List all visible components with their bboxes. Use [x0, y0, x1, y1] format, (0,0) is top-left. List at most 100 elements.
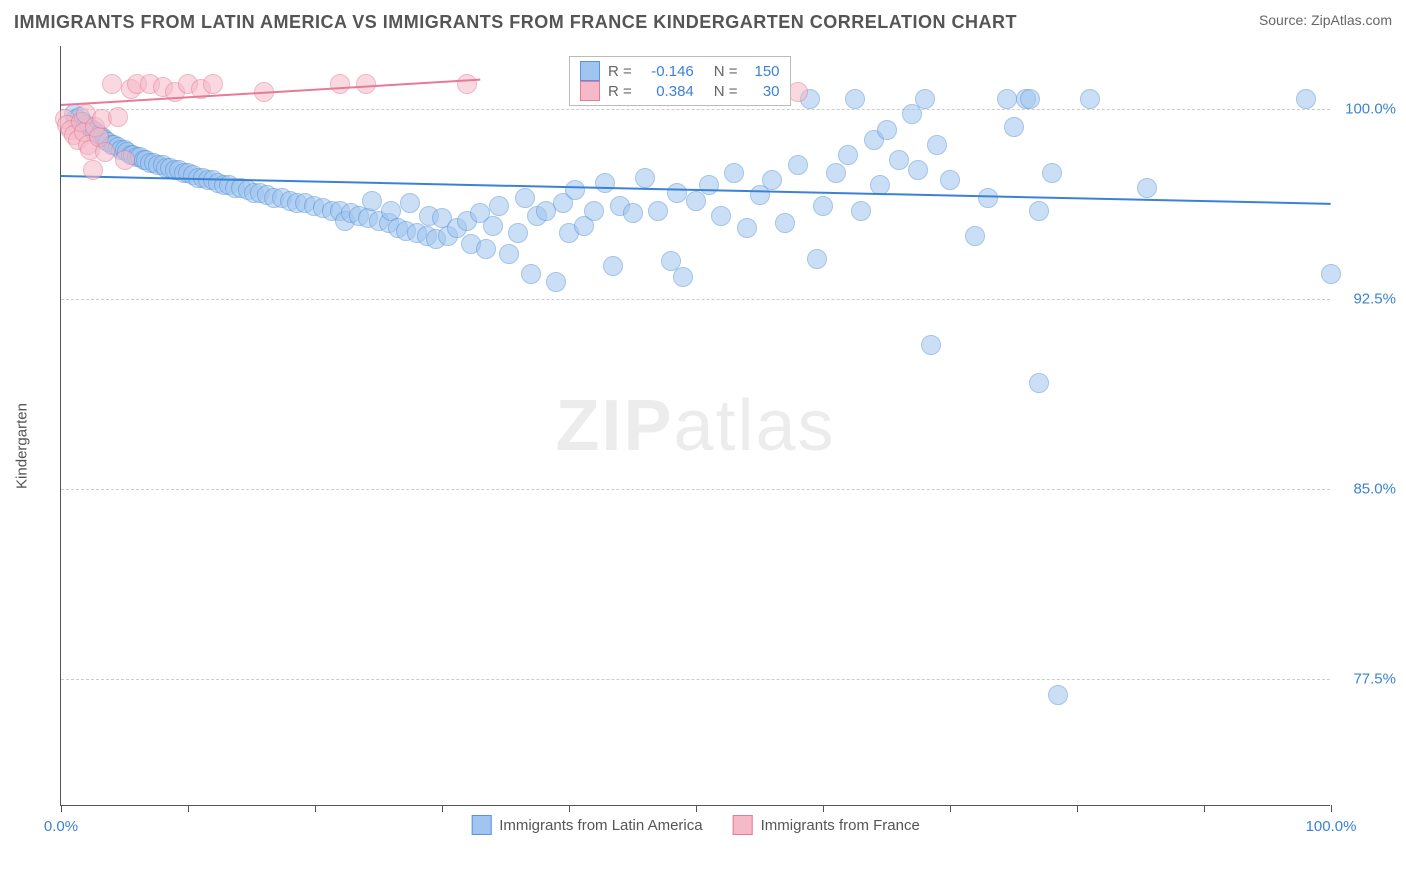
legend-r-value: 0.384	[640, 83, 694, 100]
data-point	[499, 244, 519, 264]
data-point	[648, 201, 668, 221]
legend-n-value: 150	[746, 63, 780, 80]
data-point	[515, 188, 535, 208]
data-point	[457, 74, 477, 94]
legend-series-label: Immigrants from Latin America	[499, 817, 702, 834]
data-point	[546, 272, 566, 292]
data-point	[737, 218, 757, 238]
legend-row: R = -0.146 N = 150	[580, 61, 780, 81]
x-tick	[1331, 805, 1332, 812]
data-point	[851, 201, 871, 221]
data-point	[203, 74, 223, 94]
data-point	[400, 193, 420, 213]
data-point	[845, 89, 865, 109]
data-point	[603, 256, 623, 276]
gridline	[61, 109, 1330, 110]
legend-series-label: Immigrants from France	[761, 817, 920, 834]
x-tick	[315, 805, 316, 812]
y-tick-label: 77.5%	[1336, 671, 1396, 688]
data-point	[1137, 178, 1157, 198]
x-tick	[61, 805, 62, 812]
data-point	[826, 163, 846, 183]
legend-swatch	[471, 815, 491, 835]
legend-n-value: 30	[746, 83, 780, 100]
data-point	[915, 89, 935, 109]
data-point	[889, 150, 909, 170]
legend-item: Immigrants from France	[733, 815, 920, 835]
data-point	[584, 201, 604, 221]
data-point	[724, 163, 744, 183]
legend-r-label: R =	[608, 63, 632, 80]
data-point	[108, 107, 128, 127]
data-point	[362, 191, 382, 211]
data-point	[476, 239, 496, 259]
data-point	[673, 267, 693, 287]
data-point	[521, 264, 541, 284]
data-point	[788, 82, 808, 102]
data-point	[595, 173, 615, 193]
y-tick-label: 92.5%	[1336, 291, 1396, 308]
x-tick	[442, 805, 443, 812]
plot-area: 77.5%85.0%92.5%100.0%0.0%100.0% ZIPatlas…	[60, 46, 1330, 806]
data-point	[762, 170, 782, 190]
data-point	[95, 142, 115, 162]
legend-item: Immigrants from Latin America	[471, 815, 702, 835]
gridline	[61, 299, 1330, 300]
y-axis-label: Kindergarten	[14, 403, 31, 489]
data-point	[1296, 89, 1316, 109]
data-point	[838, 145, 858, 165]
legend-swatch	[580, 61, 600, 81]
legend-n-label: N =	[714, 63, 738, 80]
data-point	[940, 170, 960, 190]
x-tick	[1077, 805, 1078, 812]
data-point	[1048, 685, 1068, 705]
x-tick	[1204, 805, 1205, 812]
legend-r-value: -0.146	[640, 63, 694, 80]
data-point	[921, 335, 941, 355]
correlation-legend: R = -0.146 N = 150 R = 0.384 N = 30	[569, 56, 791, 106]
data-point	[927, 135, 947, 155]
data-point	[83, 160, 103, 180]
legend-r-label: R =	[608, 83, 632, 100]
gridline	[61, 489, 1330, 490]
x-tick	[823, 805, 824, 812]
data-point	[813, 196, 833, 216]
data-point	[1042, 163, 1062, 183]
series-legend: Immigrants from Latin America Immigrants …	[471, 815, 920, 835]
data-point	[667, 183, 687, 203]
x-tick-label: 0.0%	[44, 818, 78, 835]
gridline	[61, 679, 1330, 680]
data-point	[635, 168, 655, 188]
y-tick-label: 100.0%	[1336, 101, 1396, 118]
data-point	[115, 150, 135, 170]
y-tick-label: 85.0%	[1336, 481, 1396, 498]
data-point	[788, 155, 808, 175]
data-point	[330, 74, 350, 94]
data-point	[997, 89, 1017, 109]
data-point	[483, 216, 503, 236]
data-point	[775, 213, 795, 233]
data-point	[1029, 201, 1049, 221]
x-tick-label: 100.0%	[1306, 818, 1357, 835]
data-point	[565, 180, 585, 200]
legend-n-label: N =	[714, 83, 738, 100]
data-point	[1004, 117, 1024, 137]
legend-row: R = 0.384 N = 30	[580, 81, 780, 101]
data-point	[877, 120, 897, 140]
data-point	[489, 196, 509, 216]
legend-swatch	[733, 815, 753, 835]
data-point	[623, 203, 643, 223]
data-point	[1321, 264, 1341, 284]
x-tick	[696, 805, 697, 812]
x-tick	[950, 805, 951, 812]
x-tick	[569, 805, 570, 812]
data-point	[807, 249, 827, 269]
data-point	[1080, 89, 1100, 109]
chart-title: IMMIGRANTS FROM LATIN AMERICA VS IMMIGRA…	[14, 12, 1017, 33]
data-point	[356, 74, 376, 94]
source-attribution: Source: ZipAtlas.com	[1259, 12, 1392, 28]
data-point	[1029, 373, 1049, 393]
x-tick	[188, 805, 189, 812]
legend-swatch	[580, 81, 600, 101]
data-point	[102, 74, 122, 94]
